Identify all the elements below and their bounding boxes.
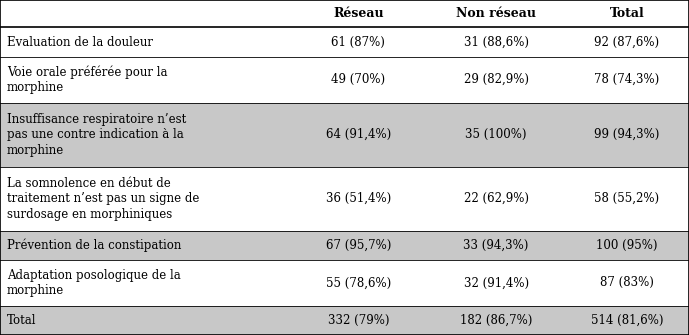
- Text: 32 (91,4%): 32 (91,4%): [464, 276, 528, 289]
- Text: 35 (100%): 35 (100%): [465, 128, 527, 141]
- Text: 332 (79%): 332 (79%): [327, 314, 389, 327]
- Text: 31 (88,6%): 31 (88,6%): [464, 36, 528, 49]
- Text: Total: Total: [7, 314, 37, 327]
- Bar: [0, 231, 689, 260]
- Bar: [0, 0, 689, 27]
- Text: 100 (95%): 100 (95%): [596, 239, 658, 252]
- Bar: [0, 306, 689, 335]
- Text: 78 (74,3%): 78 (74,3%): [595, 73, 659, 86]
- Text: 36 (51,4%): 36 (51,4%): [326, 192, 391, 205]
- Text: Total: Total: [610, 7, 644, 20]
- Text: 33 (94,3%): 33 (94,3%): [464, 239, 528, 252]
- Text: 182 (86,7%): 182 (86,7%): [460, 314, 533, 327]
- Text: 29 (82,9%): 29 (82,9%): [464, 73, 528, 86]
- Text: 49 (70%): 49 (70%): [331, 73, 385, 86]
- Text: Voie orale préférée pour la
morphine: Voie orale préférée pour la morphine: [7, 65, 167, 94]
- Text: Prévention de la constipation: Prévention de la constipation: [7, 239, 181, 252]
- Text: 514 (81,6%): 514 (81,6%): [590, 314, 664, 327]
- Text: 58 (55,2%): 58 (55,2%): [595, 192, 659, 205]
- Text: 67 (95,7%): 67 (95,7%): [326, 239, 391, 252]
- Text: Insuffisance respiratoire n’est
pas une contre indication à la
morphine: Insuffisance respiratoire n’est pas une …: [7, 113, 186, 156]
- Text: Non réseau: Non réseau: [456, 7, 536, 20]
- Text: Evaluation de la douleur: Evaluation de la douleur: [7, 36, 153, 49]
- Text: 87 (83%): 87 (83%): [600, 276, 654, 289]
- Text: 92 (87,6%): 92 (87,6%): [595, 36, 659, 49]
- Text: La somnolence en début de
traitement n’est pas un signe de
surdosage en morphini: La somnolence en début de traitement n’e…: [7, 177, 199, 221]
- Text: 61 (87%): 61 (87%): [331, 36, 385, 49]
- Text: Réseau: Réseau: [333, 7, 384, 20]
- Text: 55 (78,6%): 55 (78,6%): [326, 276, 391, 289]
- Text: 22 (62,9%): 22 (62,9%): [464, 192, 528, 205]
- Text: 99 (94,3%): 99 (94,3%): [595, 128, 659, 141]
- Text: 64 (91,4%): 64 (91,4%): [326, 128, 391, 141]
- Text: Adaptation posologique de la
morphine: Adaptation posologique de la morphine: [7, 269, 181, 297]
- Bar: [0, 27, 689, 57]
